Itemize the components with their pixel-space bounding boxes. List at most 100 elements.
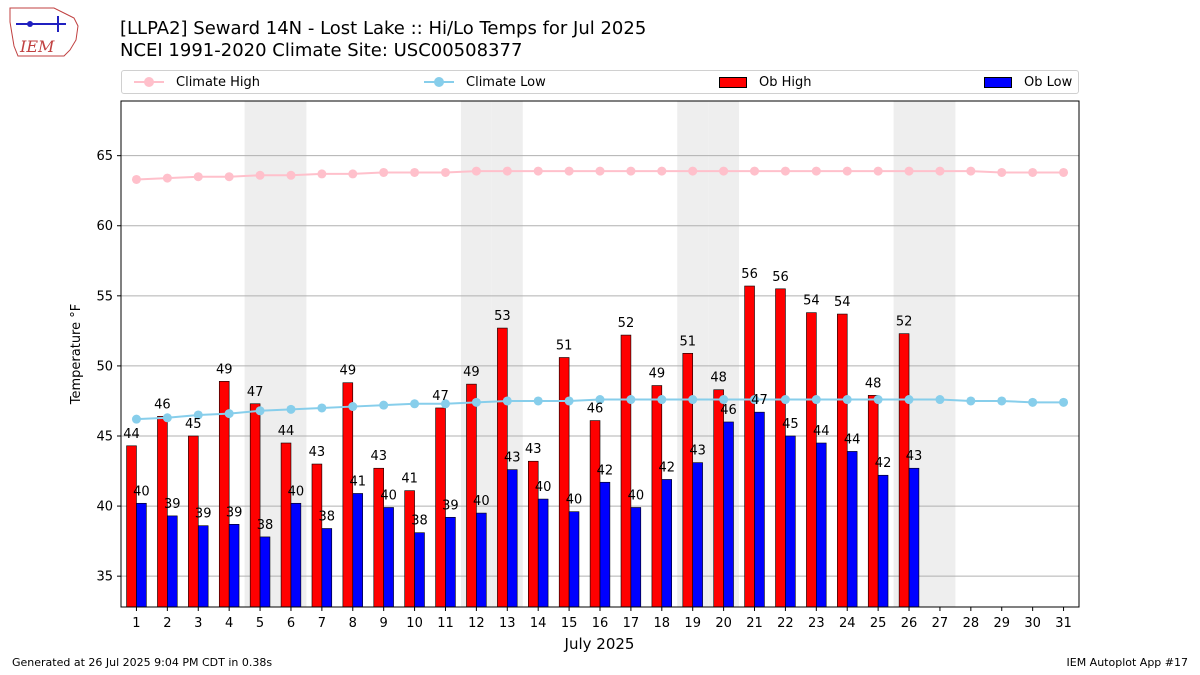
ob-high-label: 49 [649,367,666,382]
climate-low-point [502,396,512,406]
climate-high-point [842,166,852,176]
climate-high-point [162,173,172,183]
climate-high-point [873,166,883,176]
climate-high-point [379,167,389,177]
x-tick-label: 28 [963,616,980,631]
ob-high-label: 49 [340,364,357,379]
y-tick-label: 35 [96,570,113,585]
climate-high-point [131,174,141,184]
legend-ob-high: Ob High [719,71,812,93]
ob-low-bar [785,435,796,608]
x-tick-label: 15 [561,616,578,631]
ob-low-bar [476,512,487,608]
climate-low-point [131,414,141,424]
ob-low-bar [228,524,240,608]
climate-low-point [440,399,450,409]
climate-high-point [410,167,420,177]
ob-low-label: 40 [628,488,645,503]
ob-low-label: 44 [844,432,861,447]
climate-high-point [966,166,976,176]
legend-climate-high-label: Climate High [176,74,261,90]
ob-high-label: 49 [216,362,233,377]
climate-low-point [873,395,883,405]
ob-high-bar [589,420,601,608]
legend-climate-high-swatch [134,77,164,87]
ob-low-label: 45 [782,417,799,432]
ob-low-bar [630,507,642,608]
x-tick-label: 1 [132,616,140,631]
climate-high-point [904,166,914,176]
y-tick-label: 40 [96,500,113,515]
ob-low-label: 40 [566,493,583,508]
climate-high-point [440,167,450,177]
x-tick-label: 27 [932,616,949,631]
ob-low-label: 38 [319,510,336,525]
ob-low-bar [414,532,425,608]
ob-low-bar [599,481,611,608]
climate-low-point [162,413,172,423]
climate-high-point [997,167,1007,177]
ob-low-label: 40 [133,484,150,499]
climate-high-point [719,166,729,176]
x-tick-label: 19 [684,616,701,631]
ob-low-bar [908,467,920,608]
climate-high-point [1028,167,1038,177]
svg-text:IEM: IEM [19,37,55,56]
ob-low-label: 42 [658,460,675,475]
climate-high-point [348,169,358,179]
climate-high-point [626,166,636,176]
ob-high-label: 56 [772,270,789,285]
climate-low-point [904,395,914,405]
climate-low-point [811,395,821,405]
climate-high-point [935,166,945,176]
x-tick-label: 2 [163,616,171,631]
y-axis-label: Temperature °F [69,304,84,405]
x-tick-label: 10 [406,616,423,631]
x-tick-label: 11 [437,616,454,631]
ob-low-bar [197,525,209,608]
ob-low-bar [568,511,580,608]
climate-low-point [224,409,234,419]
ob-low-bar [816,442,827,608]
x-tick-label: 7 [318,616,326,631]
ob-high-label: 43 [525,442,542,457]
ob-high-bar [311,463,323,608]
climate-high-point [255,170,265,180]
ob-high-label: 49 [463,365,480,380]
ob-low-label: 46 [720,403,737,418]
weekend-shade [924,101,956,607]
x-tick-label: 26 [901,616,918,631]
climate-high-point [193,172,203,182]
ob-low-bar [352,493,363,608]
y-tick-label: 50 [96,359,113,374]
legend-ob-high-swatch [719,76,747,88]
climate-low-point [750,395,760,405]
ob-high-label: 47 [247,385,264,400]
y-tick-label: 60 [96,219,113,234]
climate-low-point [410,399,420,409]
x-tick-label: 24 [839,616,856,631]
ob-high-bar [497,327,508,608]
ob-low-label: 43 [504,451,521,466]
climate-high-point [286,170,296,180]
climate-high-point [317,169,327,179]
y-tick-label: 55 [96,289,113,304]
ob-low-bar [259,536,271,608]
ob-high-bar [249,403,261,608]
x-tick-label: 22 [777,616,794,631]
ob-low-label: 41 [349,474,366,489]
x-tick-label: 25 [870,616,887,631]
y-tick-label: 45 [96,429,113,444]
ob-low-bar [692,462,703,608]
climate-high-point [811,166,821,176]
ob-high-label: 54 [834,295,851,310]
climate-low-point [997,396,1007,406]
ob-low-label: 44 [813,424,830,439]
climate-low-point [348,402,358,412]
ob-low-bar [846,451,858,608]
x-tick-label: 8 [349,616,357,631]
x-tick-label: 13 [499,616,516,631]
climate-low-point [626,395,636,405]
legend-ob-high-label: Ob High [759,74,812,90]
climate-low-point [533,396,543,406]
